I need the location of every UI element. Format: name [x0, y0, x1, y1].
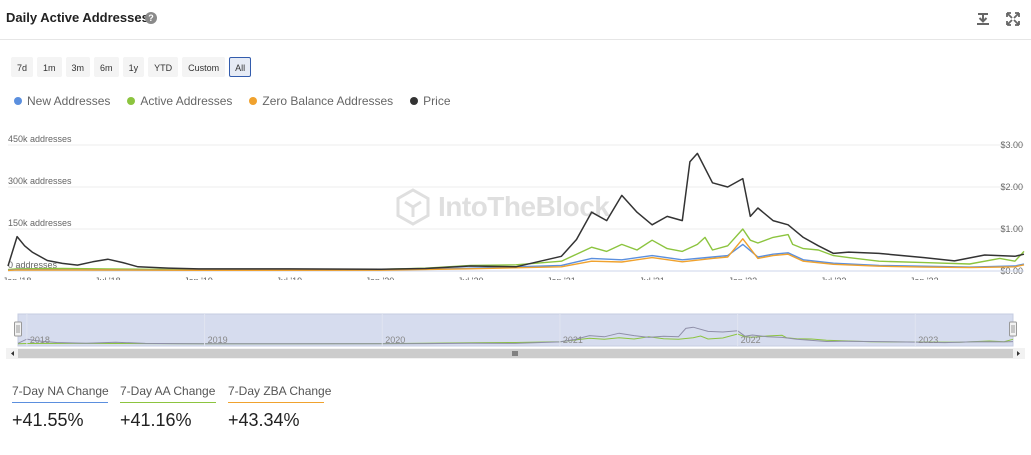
navigator-handle-right[interactable]	[1009, 321, 1017, 337]
navigator-year-label: 2019	[208, 335, 228, 345]
x-tick-label: Jan '18	[3, 276, 32, 280]
kpi-value: +41.16%	[120, 410, 192, 430]
range-button-1y[interactable]: 1y	[122, 57, 145, 77]
kpi-card: 7-Day NA Change +41.55%	[12, 384, 109, 431]
navigator-series-price	[17, 326, 1014, 345]
range-button-all[interactable]: All	[229, 57, 252, 77]
chart-title: Daily Active Addresses	[6, 10, 149, 25]
range-button-7d[interactable]: 7d	[11, 57, 34, 77]
x-tick-label: Jan '20	[366, 276, 395, 280]
kpi-label: 7-Day AA Change	[120, 384, 216, 403]
chart-legend: New Addresses Active Addresses Zero Balanc…	[14, 94, 451, 108]
kpi-card: 7-Day AA Change +41.16%	[120, 384, 216, 431]
kpi-row: 7-Day NA Change +41.55% 7-Day AA Change +41…	[12, 384, 331, 431]
x-tick-label: Jan '23	[910, 276, 939, 280]
range-button-3m[interactable]: 3m	[65, 57, 91, 77]
watermark-text: IntoTheBlock	[438, 191, 610, 222]
navigator-year-label: 2023	[918, 335, 938, 345]
expand-icon[interactable]	[1004, 10, 1022, 28]
range-button-custom[interactable]: Custom	[182, 57, 226, 77]
chart-header: Daily Active Addresses ?	[0, 0, 1031, 40]
x-tick-label: Jul '22	[821, 276, 847, 280]
navigator-year-label: 2022	[741, 335, 761, 345]
download-icon[interactable]	[974, 10, 992, 28]
navigator-year-label: 2020	[385, 335, 405, 345]
y-left-tick-label: 450k addresses	[8, 134, 72, 144]
watermark: IntoTheBlock	[396, 188, 610, 226]
navigator-handle-left[interactable]	[14, 321, 22, 337]
x-tick-label: Jan '19	[184, 276, 213, 280]
kpi-value: +41.55%	[12, 410, 84, 430]
range-button-1m[interactable]: 1m	[37, 57, 62, 77]
legend-dot	[410, 97, 419, 105]
kpi-value: +43.34%	[228, 410, 300, 430]
y-right-tick-label: $2.00	[1000, 182, 1023, 192]
kpi-label: 7-Day ZBA Change	[228, 384, 331, 403]
legend-dot	[127, 97, 136, 105]
scroll-left-icon[interactable]	[11, 351, 14, 356]
range-selector: 7d 1m 3m 6m 1y YTD Custom All	[11, 57, 252, 77]
series-line-price[interactable]	[7, 152, 1025, 271]
range-navigator[interactable]: 2018 2019 2020 2021 2022 2023	[0, 312, 1031, 360]
range-button-ytd[interactable]: YTD	[148, 57, 179, 77]
series-line-zero-balance-addresses[interactable]	[7, 238, 1025, 272]
help-icon[interactable]: ?	[145, 12, 157, 24]
x-tick-label: Jul '20	[458, 276, 484, 280]
y-left-tick-label: 0 addresses	[8, 260, 58, 270]
intotheblock-logo-icon	[396, 188, 430, 226]
navigator-year-label: 2018	[30, 335, 50, 345]
legend-item-price[interactable]: Price	[410, 94, 451, 108]
legend-item-active-addresses[interactable]: Active Addresses	[127, 94, 232, 108]
x-tick-label: Jul '19	[276, 276, 302, 280]
x-tick-label: Jul '18	[95, 276, 121, 280]
legend-dot	[249, 97, 258, 105]
navigator-year-label: 2021	[563, 335, 583, 345]
scroll-right-icon[interactable]	[1017, 351, 1020, 356]
y-right-tick-label: $1.00	[1000, 224, 1023, 234]
range-button-6m[interactable]: 6m	[94, 57, 119, 77]
series-line-active-addresses[interactable]	[7, 228, 1025, 271]
kpi-label: 7-Day NA Change	[12, 384, 109, 403]
legend-label: New Addresses	[27, 94, 111, 108]
legend-item-new-addresses[interactable]: New Addresses	[14, 94, 110, 108]
kpi-card: 7-Day ZBA Change +43.34%	[228, 384, 331, 431]
x-tick-label: Jan '22	[728, 276, 757, 280]
main-chart[interactable]: 0 addresses 150k addresses 300k addresses 4…	[0, 130, 1031, 280]
legend-label: Active Addresses	[140, 94, 233, 108]
legend-label: Price	[423, 94, 451, 108]
legend-label: Zero Balance Addresses	[262, 94, 394, 108]
y-left-tick-label: 300k addresses	[8, 176, 72, 186]
legend-item-zero-balance-addresses[interactable]: Zero Balance Addresses	[249, 94, 393, 108]
y-right-tick-label: $3.00	[1000, 140, 1023, 150]
y-left-tick-label: 150k addresses	[8, 218, 72, 228]
x-tick-label: Jan '21	[547, 276, 576, 280]
legend-dot	[14, 97, 22, 105]
x-tick-label: Jul '21	[639, 276, 665, 280]
